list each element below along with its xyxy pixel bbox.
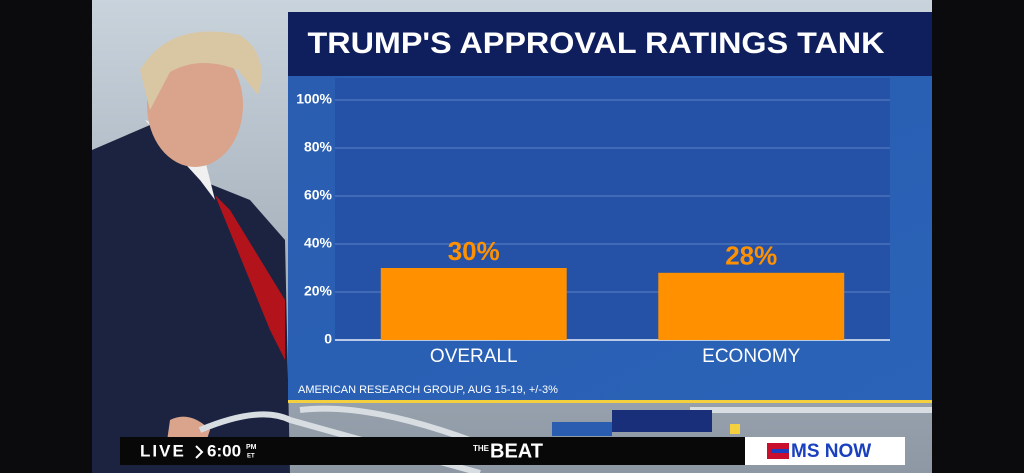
value-label: 28% bbox=[725, 241, 777, 271]
show-prefix: THE bbox=[473, 444, 490, 453]
y-tick-label: 40% bbox=[304, 235, 333, 251]
chart-title: TRUMP'S APPROVAL RATINGS TANK bbox=[308, 27, 885, 60]
y-tick-label: 0 bbox=[324, 331, 332, 347]
time-zone: ET bbox=[247, 454, 255, 460]
y-tick-label: 60% bbox=[304, 187, 333, 203]
photo-person bbox=[92, 31, 290, 473]
source-note: AMERICAN RESEARCH GROUP, AUG 15-19, +/-3… bbox=[298, 384, 558, 396]
show-name: BEAT bbox=[490, 440, 543, 462]
bar bbox=[380, 268, 567, 340]
x-tick-label: OVERALL bbox=[430, 346, 518, 367]
y-tick-label: 20% bbox=[304, 283, 333, 299]
bar bbox=[658, 272, 845, 340]
accent-line bbox=[288, 400, 932, 403]
time-period: PM bbox=[246, 444, 257, 451]
x-tick-label: ECONOMY bbox=[702, 346, 801, 367]
chevron-icon bbox=[195, 445, 204, 459]
y-tick-label: 80% bbox=[304, 139, 333, 155]
live-label: LIVE bbox=[140, 441, 186, 460]
plot: 0 20% 40% 60% 80% 100% OVERALL 30% ECONOMY 28% bbox=[296, 91, 890, 367]
network-logo-icon bbox=[771, 449, 789, 453]
title-bar bbox=[288, 12, 932, 76]
deco-block bbox=[612, 410, 712, 432]
deco-block bbox=[730, 424, 740, 434]
time: 6:00 bbox=[207, 441, 241, 460]
value-label: 30% bbox=[448, 236, 500, 266]
ticker-bar bbox=[120, 437, 745, 465]
network-name: MS NOW bbox=[791, 441, 871, 462]
y-tick-label: 100% bbox=[296, 91, 332, 107]
deco-block bbox=[552, 422, 612, 436]
